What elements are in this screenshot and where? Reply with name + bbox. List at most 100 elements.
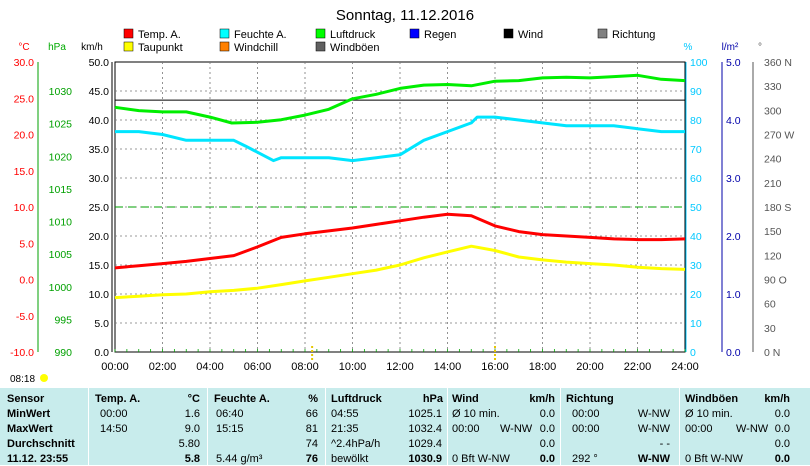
stats-temp-time: 00:00 bbox=[100, 408, 128, 420]
x-tick-label: 14:00 bbox=[434, 361, 462, 373]
stats-dir-time: 00:00 bbox=[572, 408, 600, 420]
legend-label: Windböen bbox=[330, 42, 380, 54]
stats-wind-value: 0.0 bbox=[539, 423, 555, 435]
tick-label-hpa: 1000 bbox=[49, 282, 73, 294]
stats-header-press: Luftdruck bbox=[331, 393, 382, 405]
stats-temp-time: 14:50 bbox=[100, 423, 128, 435]
weather-chart: Sonntag, 11.12.2016 Temp. A. Feuchte A. Lu… bbox=[10, 7, 794, 385]
tick-label-kmh: 0.0 bbox=[94, 347, 109, 359]
stats-temp-value: 1.6 bbox=[184, 408, 200, 420]
tick-label-kmh: 40.0 bbox=[89, 115, 110, 127]
legend-label: Wind bbox=[518, 29, 543, 41]
legend-label: Taupunkt bbox=[138, 42, 183, 54]
tick-label-pct: 80 bbox=[690, 115, 702, 127]
x-tick-label: 22:00 bbox=[624, 361, 652, 373]
tick-label-deg: 120 bbox=[764, 250, 782, 262]
legend-label: Richtung bbox=[612, 29, 655, 41]
x-tick-label: 20:00 bbox=[576, 361, 604, 373]
x-tick-label: 04:00 bbox=[196, 361, 224, 373]
stats-press-value: 1032.4 bbox=[408, 423, 442, 435]
tick-label-kmh: 10.0 bbox=[89, 289, 110, 301]
tick-label-temp: 30.0 bbox=[14, 57, 35, 69]
stats-header-wind-unit: km/h bbox=[529, 393, 555, 405]
stats-row-label: MaxWert bbox=[7, 423, 53, 435]
legend-swatch bbox=[123, 41, 134, 52]
stats-press-value: 1025.1 bbox=[408, 408, 442, 420]
stats-dir-time: 00:00 bbox=[572, 423, 600, 435]
current-time-label: 08:18 bbox=[10, 374, 35, 385]
stats-dir-value: W-NW bbox=[637, 453, 670, 465]
tick-label-pct: 10 bbox=[690, 318, 702, 330]
stats-temp-value: 9.0 bbox=[184, 423, 200, 435]
stats-hum-value: 66 bbox=[305, 408, 318, 420]
stats-column-divider bbox=[207, 388, 208, 465]
stats-press-time: 04:55 bbox=[331, 408, 359, 420]
stats-header-gust: Windböen bbox=[685, 393, 739, 405]
tick-label-temp: 20.0 bbox=[14, 130, 35, 142]
tick-label-deg: 150 bbox=[764, 226, 782, 238]
stats-gust-time: Ø 10 min. bbox=[685, 408, 733, 420]
tick-label-hpa: 1015 bbox=[49, 184, 73, 196]
legend-swatch bbox=[123, 28, 134, 39]
legend-label: Regen bbox=[424, 29, 456, 41]
stats-hum-value: 81 bbox=[305, 423, 318, 435]
stats-column-divider bbox=[679, 388, 680, 465]
tick-label-hpa: 1005 bbox=[49, 249, 73, 261]
x-tick-label: 24:00 bbox=[671, 361, 699, 373]
legend-label: Luftdruck bbox=[330, 29, 376, 41]
tick-label-lm2: 4.0 bbox=[726, 115, 741, 127]
tick-label-kmh: 35.0 bbox=[89, 144, 110, 156]
x-tick-label: 16:00 bbox=[481, 361, 509, 373]
legend-swatch bbox=[315, 28, 326, 39]
tick-label-temp: 25.0 bbox=[14, 93, 35, 105]
axis-unit-temp: °C bbox=[18, 42, 29, 53]
stats-wind-time: Ø 10 min. bbox=[452, 408, 500, 420]
tick-label-hpa: 1030 bbox=[49, 86, 73, 98]
stats-header-wind: Wind bbox=[452, 393, 479, 405]
series-lines bbox=[114, 73, 686, 362]
tick-label-hpa: 1025 bbox=[49, 119, 73, 131]
stats-header-dir: Richtung bbox=[566, 393, 614, 405]
tick-label-kmh: 45.0 bbox=[89, 86, 110, 98]
axis-unit-kmh: km/h bbox=[81, 42, 103, 53]
tick-label-lm2: 2.0 bbox=[726, 231, 741, 243]
stats-gust-value: 0.0 bbox=[774, 408, 790, 420]
tick-label-pct: 0 bbox=[690, 347, 696, 359]
stats-wind-value: 0.0 bbox=[539, 453, 555, 465]
tick-label-pct: 90 bbox=[690, 86, 702, 98]
stats-hum-value: 76 bbox=[305, 453, 318, 465]
legend: Temp. A. Feuchte A. Luftdruck Regen Wind Rich… bbox=[123, 28, 655, 54]
stats-hum-time: 15:15 bbox=[216, 423, 244, 435]
stats-gust-time: 00:00 bbox=[685, 423, 713, 435]
tick-label-temp: 5.0 bbox=[19, 238, 34, 250]
stats-hum-time: 5.44 g/m³ bbox=[216, 453, 263, 465]
stats-gust-dir: W-NW bbox=[736, 423, 769, 435]
series-line-taupunkt bbox=[114, 244, 686, 300]
stats-temp-value: 5.8 bbox=[184, 453, 200, 465]
stats-gust-value: 0.0 bbox=[774, 453, 790, 465]
stats-table: Sensor Temp. A. °C Feuchte A.% Luftdruck hPa W… bbox=[0, 388, 810, 465]
series-line-temp-a- bbox=[114, 212, 686, 270]
legend-swatch bbox=[219, 28, 230, 39]
legend-label: Temp. A. bbox=[138, 29, 181, 41]
tick-label-hpa: 995 bbox=[54, 314, 72, 326]
stats-temp-value: 5.80 bbox=[178, 438, 200, 450]
tick-label-deg: 180 S bbox=[764, 202, 791, 214]
stats-column-divider bbox=[325, 388, 326, 465]
tick-label-temp: 15.0 bbox=[14, 166, 35, 178]
tick-label-pct: 70 bbox=[690, 144, 702, 156]
stats-wind-value: 0.0 bbox=[539, 438, 555, 450]
x-tick-label: 18:00 bbox=[529, 361, 557, 373]
tick-label-pct: 30 bbox=[690, 260, 702, 272]
stats-column-divider bbox=[88, 388, 89, 465]
stats-header-hum-unit: % bbox=[308, 393, 318, 405]
stats-wind-dir: W-NW bbox=[500, 423, 533, 435]
series-line-feuchte-a- bbox=[115, 115, 685, 163]
current-time-dot bbox=[40, 374, 48, 382]
tick-label-deg: 60 bbox=[764, 299, 776, 311]
stats-press-time: 21:35 bbox=[331, 423, 359, 435]
tick-label-temp: 10.0 bbox=[14, 202, 35, 214]
tick-label-kmh: 50.0 bbox=[89, 57, 110, 69]
tick-label-hpa: 990 bbox=[54, 347, 72, 359]
stats-gust-time: 0 Bft W-NW bbox=[685, 453, 743, 465]
